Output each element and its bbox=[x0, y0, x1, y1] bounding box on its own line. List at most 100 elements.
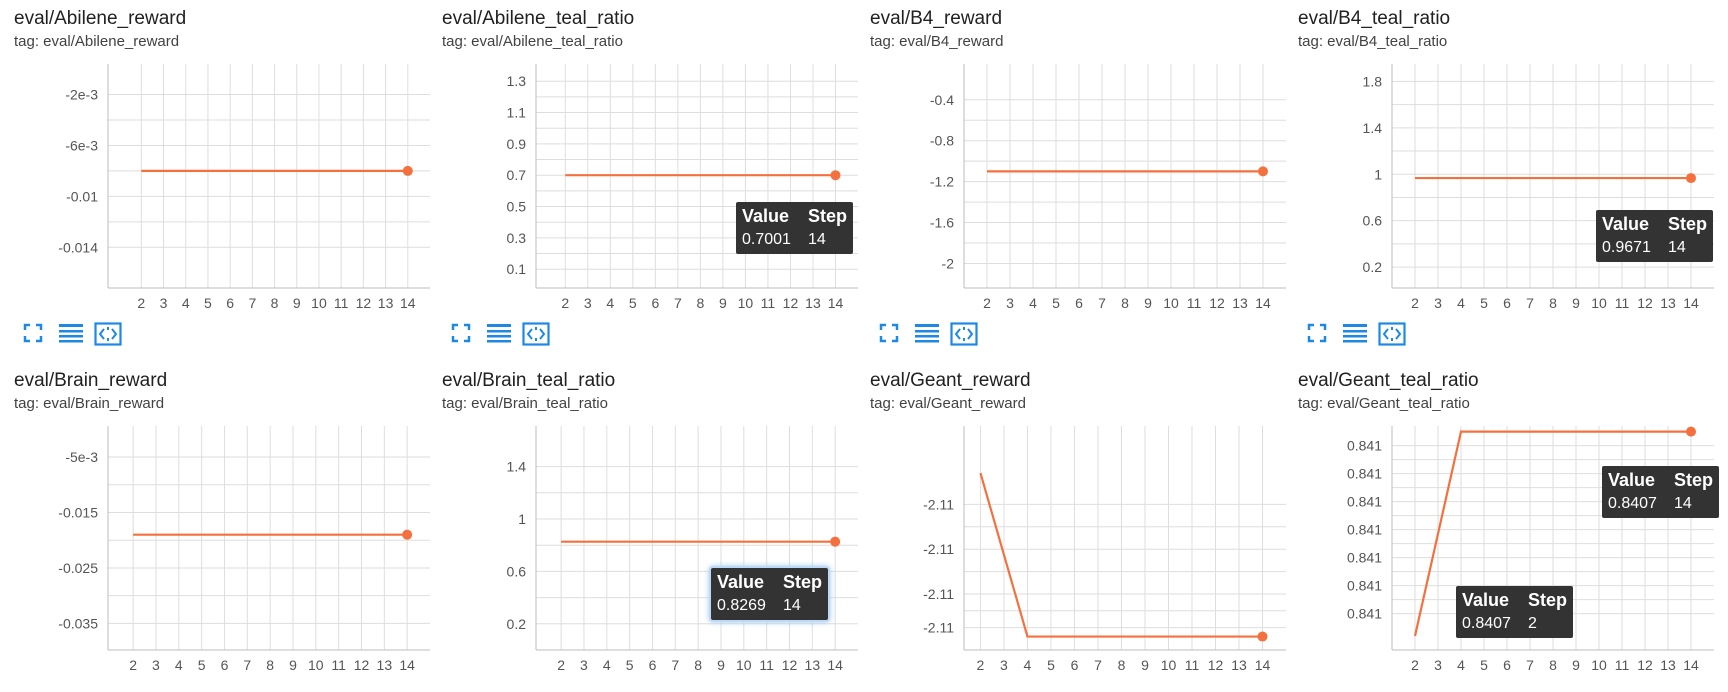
x-tick-label: 14 bbox=[1255, 295, 1271, 310]
chart-card: eval/Brain_teal_ratio tag: eval/Brain_tea… bbox=[428, 362, 858, 692]
x-tick-label: 12 bbox=[1637, 657, 1653, 672]
fit-screen-icon[interactable] bbox=[450, 322, 478, 348]
line-chart[interactable]: 2 3 4 5 6 7 8 9 10 11 12 13 14 1.3 1.1 0.9 0.7 0.5 0.3 0.1 bbox=[428, 0, 858, 310]
line-chart[interactable]: 2 3 4 5 6 7 8 9 10 11 12 13 14 -0.4 -0.8 -1.2 -1.6 -2 bbox=[856, 0, 1286, 310]
line-chart[interactable]: 2 3 4 5 6 7 8 9 10 11 12 13 14 -2.11 -2.11 -2.11 -2.11 bbox=[856, 362, 1286, 672]
x-tick-label: 14 bbox=[1255, 657, 1271, 672]
tooltip-step-header: Step bbox=[808, 206, 848, 226]
line-chart[interactable]: 2 3 4 5 6 7 8 9 10 11 12 13 14 1.8 1.4 1 0.6 0.2 bbox=[1284, 0, 1714, 310]
y-tick-label: -2.11 bbox=[923, 586, 954, 602]
x-tick-label: 3 bbox=[1006, 295, 1014, 310]
chart-tag: tag: eval/Abilene_reward bbox=[14, 33, 180, 50]
y-tick-label: 1.8 bbox=[1363, 73, 1383, 89]
line-chart[interactable]: 2 3 4 5 6 7 8 9 10 11 12 13 14 -5e-3 -0.015 -0.025 -0.03… bbox=[0, 362, 430, 672]
x-tick-label: 6 bbox=[651, 295, 659, 310]
data-point[interactable] bbox=[1258, 166, 1268, 177]
tooltip-value: 0.8407 bbox=[1462, 615, 1511, 632]
y-tick-label: 1.4 bbox=[507, 459, 527, 475]
x-tick-label: 12 bbox=[356, 295, 372, 310]
x-tick-label: 11 bbox=[331, 657, 346, 672]
fit-screen-icon[interactable] bbox=[878, 322, 906, 348]
x-tick-label: 7 bbox=[248, 295, 256, 310]
x-tick-label: 13 bbox=[1231, 657, 1247, 672]
tooltip-step-header: Step bbox=[1528, 590, 1568, 610]
log-scale-lines-icon[interactable] bbox=[58, 322, 86, 348]
x-tick-label: 5 bbox=[1480, 295, 1488, 310]
data-point[interactable] bbox=[830, 170, 841, 181]
tooltip-value: 0.8407 bbox=[1608, 495, 1657, 512]
y-tick-label: 0.841 bbox=[1347, 606, 1382, 622]
data-point[interactable] bbox=[1686, 426, 1696, 437]
x-tick-label: 13 bbox=[1660, 657, 1676, 672]
reset-zoom-icon[interactable] bbox=[522, 322, 550, 348]
y-tick-label: -0.01 bbox=[66, 188, 98, 204]
data-point[interactable] bbox=[1686, 173, 1696, 184]
x-tick-label: 10 bbox=[1591, 295, 1607, 310]
x-tick-label: 13 bbox=[805, 295, 821, 310]
tooltip-step-header: Step bbox=[1668, 214, 1708, 234]
log-scale-lines-icon[interactable] bbox=[914, 322, 942, 348]
tooltip-value-header: Value bbox=[1462, 590, 1510, 610]
x-tick-label: 8 bbox=[271, 295, 279, 310]
data-point[interactable] bbox=[402, 529, 413, 540]
fit-screen-icon[interactable] bbox=[22, 322, 50, 348]
line-chart[interactable]: 2 3 4 5 6 7 8 9 10 11 12 13 14 -2e-3 -6e-3 -0.01 -0.014 bbox=[0, 0, 430, 310]
reset-zoom-icon[interactable] bbox=[94, 322, 122, 348]
y-tick-label: -1.6 bbox=[930, 215, 954, 231]
y-tick-label: 1.3 bbox=[507, 73, 527, 89]
x-tick-label: 6 bbox=[1071, 657, 1079, 672]
x-tick-label: 10 bbox=[738, 295, 754, 310]
log-scale-lines-icon[interactable] bbox=[1342, 322, 1370, 348]
x-tick-label: 11 bbox=[334, 295, 349, 310]
y-tick-label: -2.11 bbox=[923, 541, 954, 557]
y-tick-label: 1.4 bbox=[1363, 120, 1383, 136]
y-tick-label: -0.035 bbox=[58, 615, 98, 631]
chart-title: eval/Abilene_reward bbox=[14, 8, 187, 29]
x-tick-label: 9 bbox=[289, 657, 297, 672]
chart-card: eval/B4_reward tag: eval/B4_reward 2 3 4 5 6 7 8… bbox=[856, 0, 1286, 346]
x-tick-label: 14 bbox=[399, 657, 415, 672]
x-tick-label: 4 bbox=[1029, 295, 1037, 310]
y-tick-label: 0.7 bbox=[507, 167, 527, 183]
y-tick-label: 0.841 bbox=[1347, 494, 1382, 510]
y-tick-label: -0.015 bbox=[58, 504, 98, 520]
y-tick-label: 0.5 bbox=[507, 199, 527, 215]
x-tick-label: 3 bbox=[584, 295, 592, 310]
chart-tag: tag: eval/B4_reward bbox=[870, 33, 1004, 50]
x-tick-label: 3 bbox=[1000, 657, 1008, 672]
chart-title: eval/Brain_teal_ratio bbox=[442, 370, 616, 391]
x-tick-label: 2 bbox=[1411, 657, 1419, 672]
x-tick-label: 6 bbox=[1503, 295, 1511, 310]
x-tick-label: 5 bbox=[198, 657, 206, 672]
data-point[interactable] bbox=[830, 536, 841, 547]
x-tick-label: 9 bbox=[1141, 657, 1149, 672]
line-chart[interactable]: 2 3 4 5 6 7 8 9 10 11 12 13 14 1.4 1 0.6 0.2 bbox=[428, 362, 858, 672]
x-tick-label: 9 bbox=[719, 295, 727, 310]
x-tick-label: 7 bbox=[1094, 657, 1102, 672]
fit-screen-icon[interactable] bbox=[1306, 322, 1334, 348]
reset-zoom-icon[interactable] bbox=[1378, 322, 1406, 348]
x-tick-label: 5 bbox=[204, 295, 212, 310]
x-tick-label: 9 bbox=[1572, 295, 1580, 310]
tooltip-header: Value Step bbox=[1602, 214, 1707, 235]
x-tick-label: 14 bbox=[828, 295, 844, 310]
log-scale-lines-icon[interactable] bbox=[486, 322, 514, 348]
data-point[interactable] bbox=[402, 165, 413, 176]
reset-zoom-icon[interactable] bbox=[950, 322, 978, 348]
y-tick-label: 0.1 bbox=[507, 261, 527, 277]
x-tick-label: 5 bbox=[1052, 295, 1060, 310]
x-tick-label: 10 bbox=[1163, 295, 1179, 310]
x-tick-label: 7 bbox=[1098, 295, 1106, 310]
chart-title: eval/Brain_reward bbox=[14, 370, 168, 391]
data-point[interactable] bbox=[1257, 631, 1268, 642]
y-tick-label: -2.11 bbox=[923, 620, 954, 636]
tooltip-values: 0.7001 14 bbox=[742, 231, 847, 249]
x-tick-label: 8 bbox=[696, 295, 704, 310]
x-tick-label: 3 bbox=[152, 657, 160, 672]
y-tick-label: -0.014 bbox=[58, 239, 98, 255]
x-tick-label: 10 bbox=[736, 657, 752, 672]
tooltip-step: 2 bbox=[1528, 615, 1537, 632]
y-tick-label: 1 bbox=[518, 511, 526, 527]
tooltip-step: 14 bbox=[1668, 239, 1686, 256]
x-tick-label: 13 bbox=[1660, 295, 1676, 310]
